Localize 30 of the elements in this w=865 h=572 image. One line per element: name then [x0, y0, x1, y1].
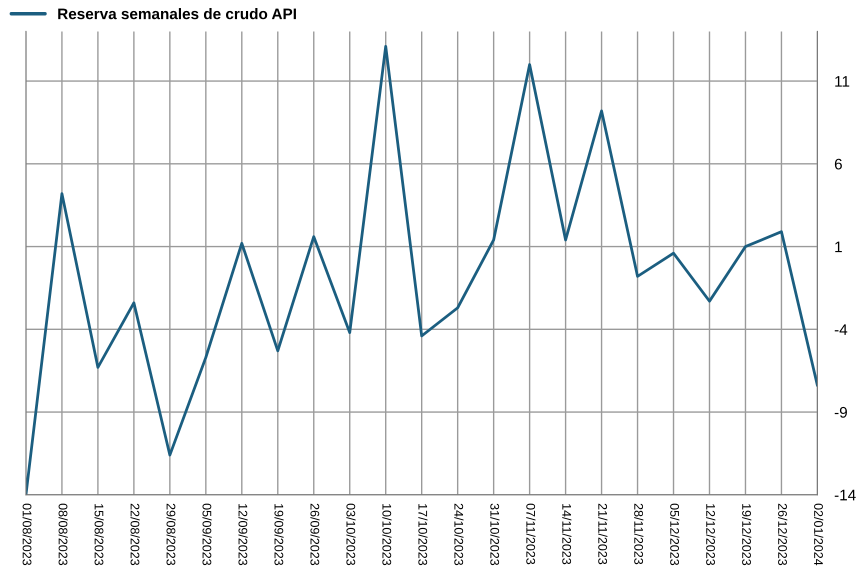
x-tick-label: 01/08/2023	[22, 504, 32, 566]
x-tick-label: 02/01/2024	[814, 504, 824, 566]
x-tick-label: 03/10/2023	[346, 504, 356, 566]
x-tick-label: 26/12/2023	[778, 504, 788, 566]
y-tick-label: 1	[835, 242, 842, 252]
x-tick-label: 07/11/2023	[526, 504, 536, 564]
x-tick-label: 29/08/2023	[166, 504, 176, 566]
x-tick-label: 31/10/2023	[490, 504, 500, 566]
x-tick-label: 19/09/2023	[274, 504, 284, 566]
x-tick-label: 22/08/2023	[130, 504, 140, 566]
y-tick-label: -9	[834, 406, 847, 418]
y-tick-label: 11	[835, 76, 850, 87]
x-tick-label: 10/10/2023	[382, 504, 392, 566]
x-tick-label: 19/12/2023	[742, 504, 752, 566]
x-tick-label: 24/10/2023	[454, 504, 464, 566]
x-tick-label: 05/09/2023	[202, 504, 212, 566]
y-tick-label: -14	[834, 490, 856, 500]
x-tick-label: 26/09/2023	[310, 504, 320, 566]
x-tick-label: 12/12/2023	[706, 504, 716, 566]
x-tick-label: 14/11/2023	[562, 504, 572, 564]
x-tick-label: 05/12/2023	[670, 504, 680, 566]
x-tick-label: 12/09/2023	[238, 504, 248, 566]
x-tick-label: 15/08/2023	[94, 504, 104, 566]
legend-label: Reserva semanales de crudo API	[58, 8, 296, 20]
y-tick-label: -4	[834, 324, 848, 335]
x-tick-label: 17/10/2023	[418, 504, 428, 566]
x-tick-label: 21/11/2023	[598, 504, 608, 564]
x-tick-label: 08/08/2023	[58, 504, 68, 566]
y-tick-label: 6	[834, 158, 842, 170]
x-tick-label: 28/11/2023	[634, 504, 644, 564]
